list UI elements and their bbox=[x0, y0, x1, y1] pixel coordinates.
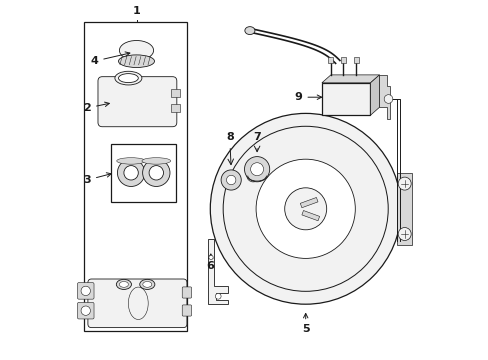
Circle shape bbox=[246, 169, 259, 182]
Circle shape bbox=[81, 286, 90, 296]
Circle shape bbox=[244, 157, 269, 182]
Polygon shape bbox=[397, 173, 411, 245]
Text: 7: 7 bbox=[253, 132, 261, 142]
Circle shape bbox=[226, 175, 235, 185]
Text: 6: 6 bbox=[206, 254, 214, 271]
Circle shape bbox=[208, 255, 213, 260]
Ellipse shape bbox=[117, 158, 145, 164]
FancyBboxPatch shape bbox=[182, 305, 191, 316]
Ellipse shape bbox=[115, 71, 142, 85]
Text: 5: 5 bbox=[301, 314, 309, 334]
Bar bbox=[353, 57, 358, 63]
Bar bbox=[301, 211, 319, 221]
Bar bbox=[111, 144, 176, 202]
FancyBboxPatch shape bbox=[98, 77, 177, 127]
Circle shape bbox=[256, 159, 355, 258]
Circle shape bbox=[397, 228, 410, 240]
Ellipse shape bbox=[142, 158, 170, 164]
Circle shape bbox=[221, 170, 241, 190]
Circle shape bbox=[149, 166, 163, 180]
FancyBboxPatch shape bbox=[77, 283, 94, 299]
Bar bbox=[328, 57, 333, 63]
Bar bbox=[84, 22, 186, 331]
Circle shape bbox=[250, 163, 263, 176]
FancyBboxPatch shape bbox=[77, 302, 94, 319]
Circle shape bbox=[210, 113, 400, 304]
Bar bbox=[321, 83, 370, 115]
Bar bbox=[340, 57, 346, 63]
Text: 3: 3 bbox=[83, 173, 111, 185]
Text: 2: 2 bbox=[83, 102, 109, 113]
Ellipse shape bbox=[116, 279, 131, 289]
Bar bbox=[170, 104, 179, 112]
Ellipse shape bbox=[142, 282, 151, 287]
Ellipse shape bbox=[118, 74, 138, 83]
Circle shape bbox=[284, 188, 326, 230]
Ellipse shape bbox=[140, 279, 155, 289]
Circle shape bbox=[142, 159, 170, 186]
Text: 9: 9 bbox=[294, 92, 321, 102]
FancyBboxPatch shape bbox=[88, 279, 186, 328]
Text: 1: 1 bbox=[132, 6, 140, 16]
Ellipse shape bbox=[119, 41, 153, 60]
Ellipse shape bbox=[118, 55, 154, 68]
Ellipse shape bbox=[119, 282, 128, 287]
Ellipse shape bbox=[244, 27, 254, 35]
Circle shape bbox=[215, 293, 221, 299]
Polygon shape bbox=[370, 75, 379, 115]
Polygon shape bbox=[208, 239, 228, 304]
Bar bbox=[170, 89, 179, 97]
Text: 4: 4 bbox=[90, 52, 130, 66]
Bar bbox=[300, 197, 317, 208]
Circle shape bbox=[123, 166, 138, 180]
Circle shape bbox=[117, 159, 144, 186]
Polygon shape bbox=[379, 75, 389, 119]
Circle shape bbox=[81, 306, 90, 315]
FancyBboxPatch shape bbox=[182, 287, 191, 298]
Polygon shape bbox=[321, 75, 379, 83]
Text: 8: 8 bbox=[226, 132, 233, 142]
Circle shape bbox=[384, 95, 392, 103]
Circle shape bbox=[397, 177, 410, 190]
